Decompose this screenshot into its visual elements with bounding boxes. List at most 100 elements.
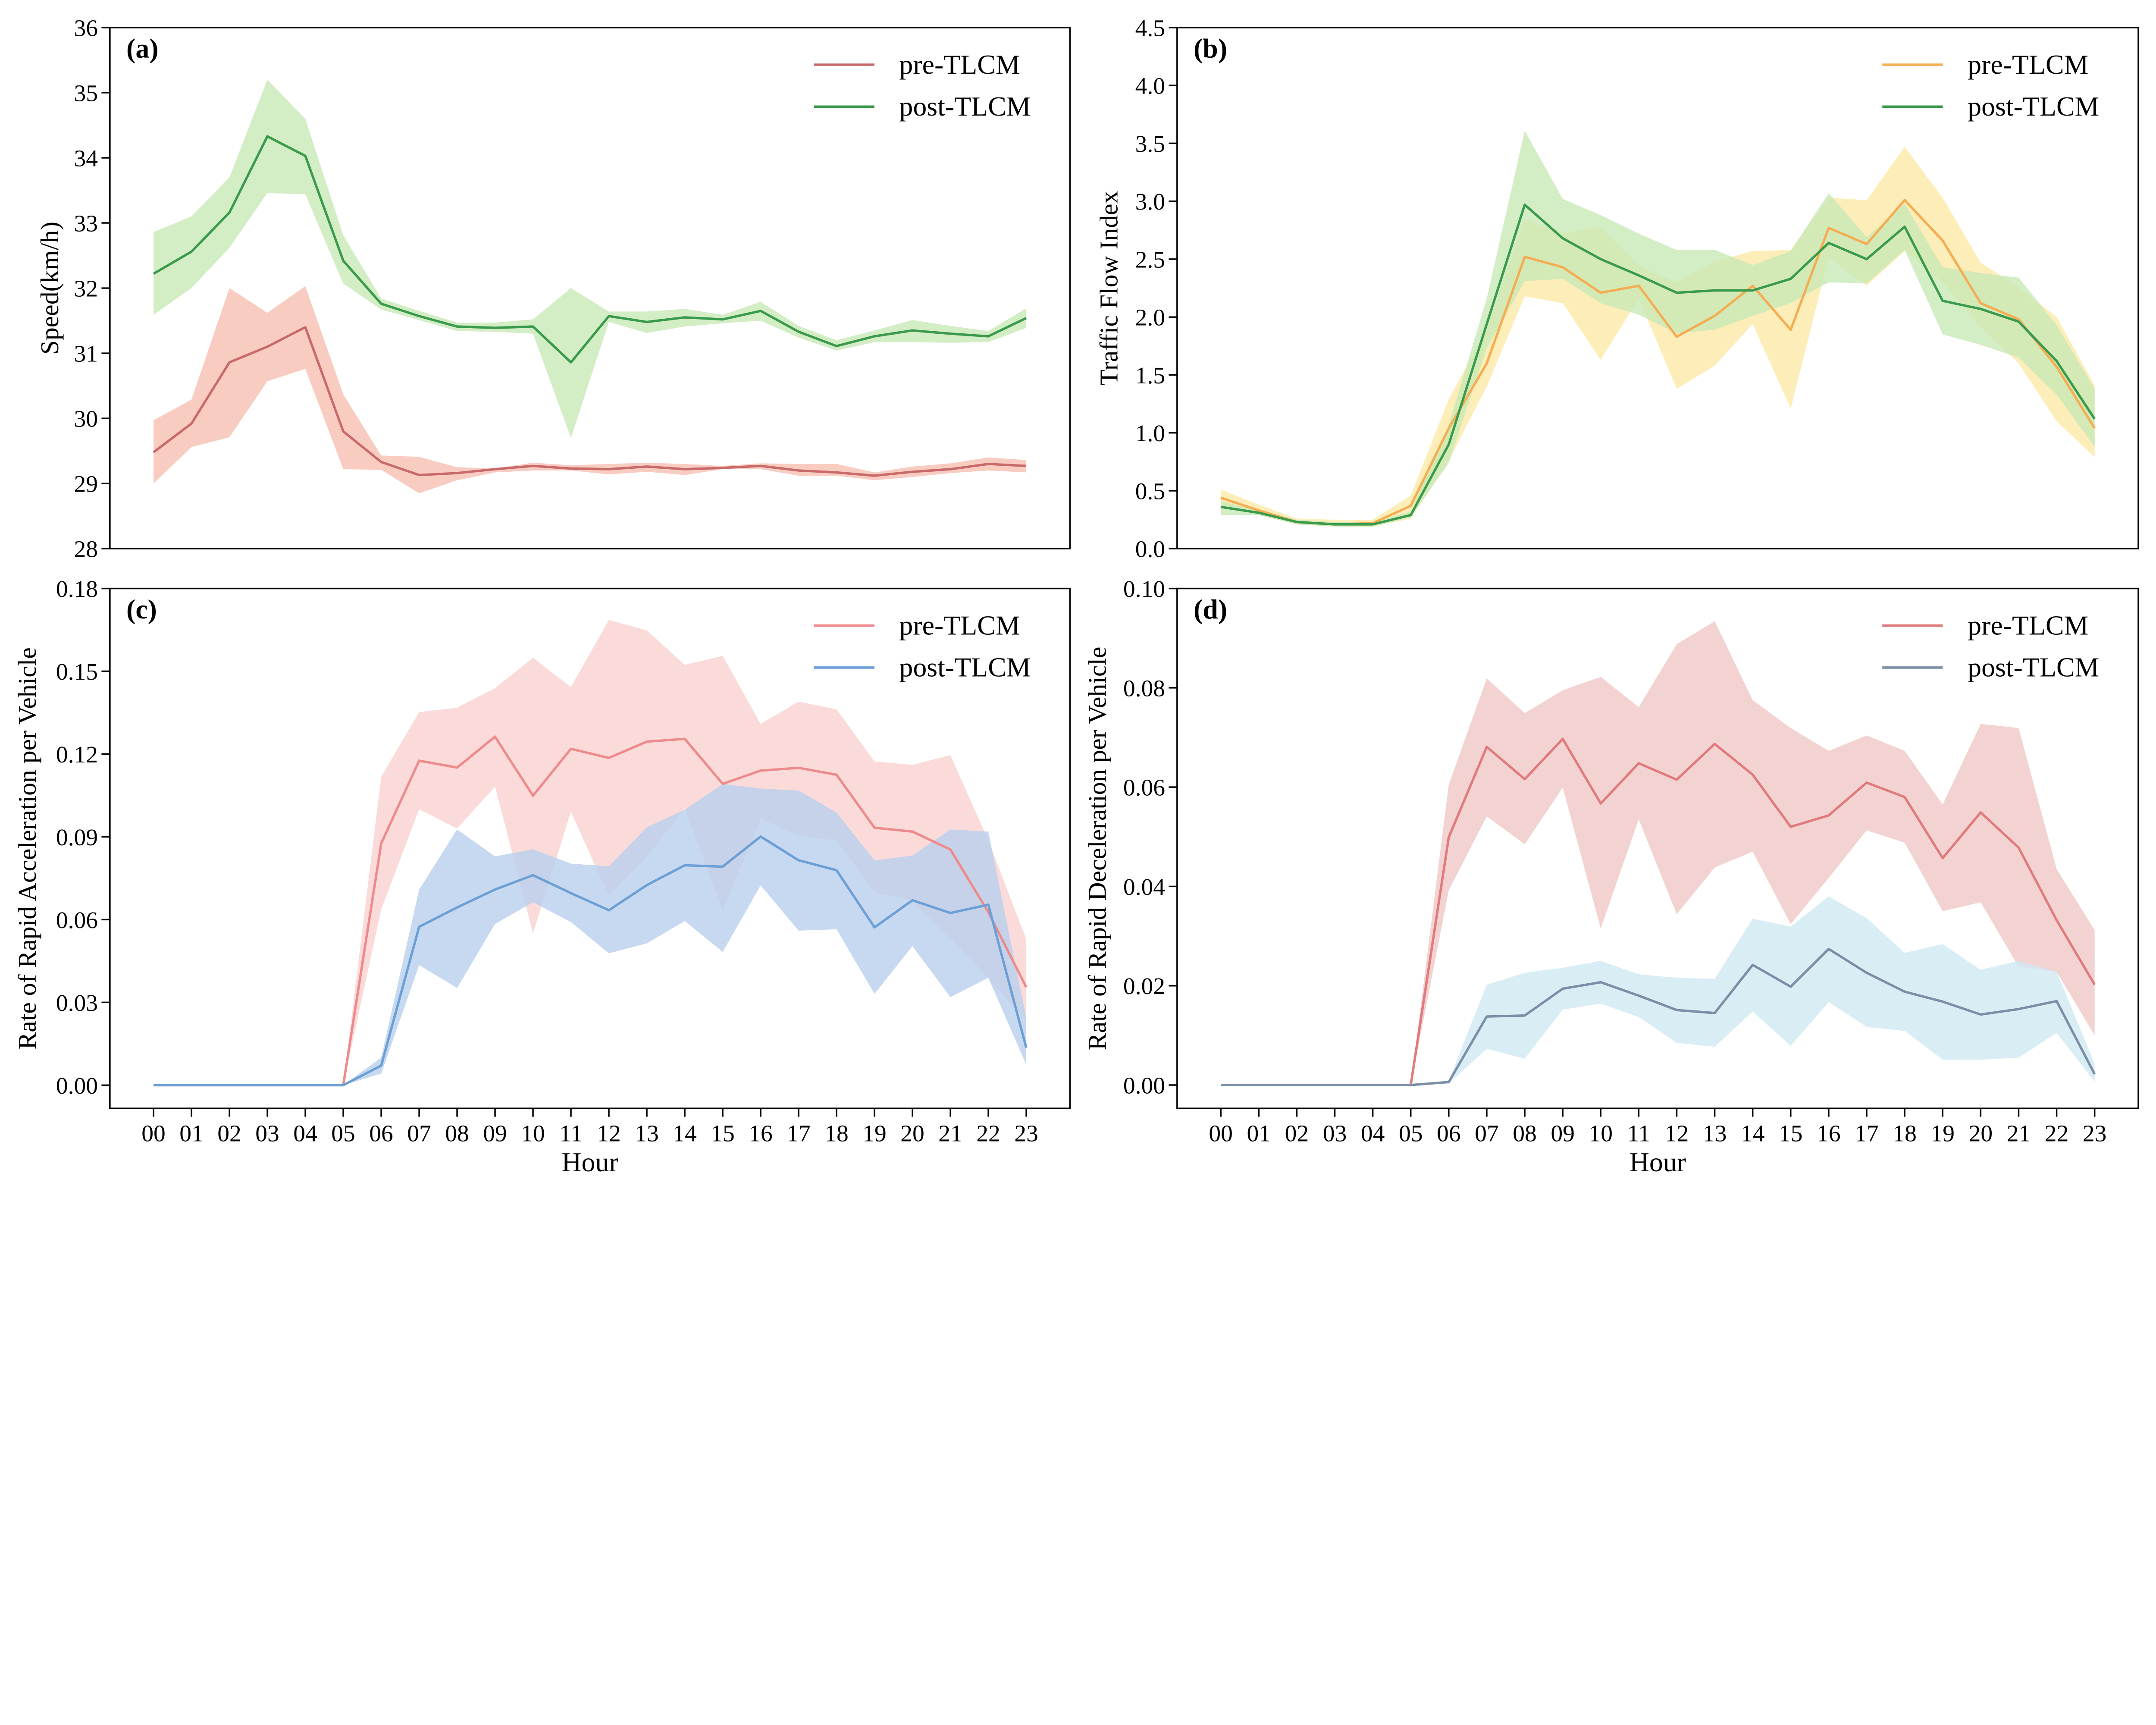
y-tick-label: 29 bbox=[74, 471, 98, 498]
y-axis-label: Speed(km/h) bbox=[35, 222, 64, 354]
x-tick-label: 16 bbox=[749, 1120, 773, 1147]
x-tick-label: 14 bbox=[673, 1120, 697, 1147]
x-tick-label: 18 bbox=[1893, 1120, 1917, 1147]
y-tick-label: 35 bbox=[74, 80, 98, 107]
panel-c: 0.00 0.03 0.06 0.09 0.12 0.15 0.18 00 01 02 03 04 05… bbox=[13, 576, 1071, 1177]
x-tick-label: 03 bbox=[255, 1120, 279, 1147]
x-tick-label: 08 bbox=[1513, 1120, 1537, 1147]
x-tick-label: 11 bbox=[559, 1120, 583, 1147]
y-tick-label: 0.0 bbox=[1135, 536, 1165, 563]
x-tick-label: 00 bbox=[1209, 1120, 1233, 1147]
panel-label: (b) bbox=[1194, 33, 1227, 63]
y-tick-label: 0.15 bbox=[56, 659, 98, 685]
y-tick-label: 0.00 bbox=[56, 1073, 98, 1099]
y-tick-label: 0.04 bbox=[1123, 874, 1165, 900]
x-tick-label: 23 bbox=[1014, 1120, 1038, 1147]
confidence-band-post-TLCM bbox=[154, 784, 1027, 1085]
axes-frame bbox=[1176, 587, 2139, 1109]
legend-label: pre-TLCM bbox=[1968, 49, 2088, 80]
x-tick-label: 00 bbox=[141, 1120, 166, 1147]
x-tick-label: 15 bbox=[1779, 1120, 1803, 1147]
x-tick-label: 05 bbox=[331, 1120, 355, 1147]
y-axis-label: Rate of Rapid Deceleration per Vehicle bbox=[1083, 646, 1111, 1050]
y-tick-label: 0.5 bbox=[1135, 478, 1165, 505]
x-tick-label: 05 bbox=[1399, 1120, 1423, 1147]
x-tick-label: 17 bbox=[1855, 1120, 1879, 1147]
y-tick-label: 31 bbox=[74, 341, 98, 367]
x-tick-label: 19 bbox=[862, 1120, 887, 1147]
y-tick-label: 32 bbox=[74, 275, 98, 302]
series-line-post-TLCM bbox=[153, 135, 1027, 364]
y-tick-label: 4.5 bbox=[1135, 15, 1165, 41]
x-tick-label: 01 bbox=[1247, 1120, 1271, 1147]
series-line-post-TLCM bbox=[1221, 947, 2096, 1086]
axes-frame bbox=[109, 587, 1071, 1109]
y-tick-label: 0.12 bbox=[56, 741, 98, 768]
panel-d: 0.00 0.02 0.04 0.06 0.08 0.10 00 01 02 03 04 05 06 07… bbox=[1083, 576, 2139, 1177]
legend-label: post-TLCM bbox=[1968, 652, 2099, 683]
axes-frame bbox=[1176, 27, 2139, 549]
x-tick-label: 03 bbox=[1323, 1120, 1347, 1147]
y-tick-label: 1.0 bbox=[1135, 420, 1165, 447]
x-tick-label: 02 bbox=[1285, 1120, 1309, 1147]
x-tick-label: 13 bbox=[1703, 1120, 1727, 1147]
y-axis-label: Rate of Rapid Acceleration per Vehicle bbox=[13, 647, 41, 1049]
legend-label: post-TLCM bbox=[1968, 91, 2099, 122]
series-line-pre-TLCM bbox=[153, 326, 1027, 477]
y-tick-label: 28 bbox=[74, 536, 98, 563]
x-tick-label: 10 bbox=[521, 1120, 545, 1147]
x-tick-label: 02 bbox=[217, 1120, 241, 1147]
figure: 28 29 30 31 32 33 34 35 36 Speed(km/h) (a) pre-TLCM… bbox=[13, 15, 2139, 1177]
x-tick-label: 22 bbox=[976, 1120, 1000, 1147]
x-tick-label: 10 bbox=[1589, 1120, 1613, 1147]
legend-label: post-TLCM bbox=[899, 652, 1031, 683]
x-tick-label: 15 bbox=[711, 1120, 735, 1147]
y-tick-label: 3.0 bbox=[1135, 188, 1165, 215]
legend-label: post-TLCM bbox=[899, 91, 1031, 122]
y-tick-label: 0.08 bbox=[1123, 675, 1165, 702]
y-tick-label: 0.06 bbox=[1123, 775, 1165, 801]
confidence-band-post-TLCM bbox=[154, 79, 1027, 438]
panel-a: 28 29 30 31 32 33 34 35 36 Speed(km/h) (a) pre-TLCM… bbox=[35, 15, 1071, 563]
x-axis-label: Hour bbox=[561, 1147, 618, 1177]
y-tick-label: 36 bbox=[74, 15, 98, 41]
y-tick-label: 0.18 bbox=[56, 576, 98, 602]
x-tick-label: 04 bbox=[293, 1120, 317, 1147]
x-tick-label: 21 bbox=[938, 1120, 962, 1147]
y-tick-label: 1.5 bbox=[1135, 362, 1165, 389]
x-tick-label: 12 bbox=[1665, 1120, 1689, 1147]
x-tick-label: 11 bbox=[1627, 1120, 1651, 1147]
confidence-band-post-TLCM bbox=[1221, 130, 2095, 527]
legend-label: pre-TLCM bbox=[1968, 610, 2088, 641]
x-tick-label: 20 bbox=[1969, 1120, 1993, 1147]
confidence-band-pre-TLCM bbox=[154, 286, 1027, 493]
y-tick-label: 2.5 bbox=[1135, 246, 1165, 273]
x-tick-label: 01 bbox=[179, 1120, 204, 1147]
x-tick-label: 16 bbox=[1817, 1120, 1841, 1147]
x-tick-label: 08 bbox=[445, 1120, 469, 1147]
y-tick-label: 33 bbox=[74, 210, 98, 237]
x-axis-label: Hour bbox=[1630, 1147, 1686, 1177]
x-tick-label: 13 bbox=[635, 1120, 659, 1147]
y-axis-label: Traffic Flow Index bbox=[1094, 191, 1123, 385]
x-tick-label: 09 bbox=[1551, 1120, 1575, 1147]
y-tick-label: 0.06 bbox=[56, 907, 98, 934]
y-tick-label: 30 bbox=[74, 406, 98, 433]
x-tick-label: 14 bbox=[1741, 1120, 1765, 1147]
x-tick-label: 23 bbox=[2083, 1120, 2107, 1147]
x-tick-label: 07 bbox=[1475, 1120, 1499, 1147]
legend-label: pre-TLCM bbox=[899, 610, 1020, 641]
y-tick-label: 2.0 bbox=[1135, 304, 1165, 331]
panel-label: (d) bbox=[1194, 594, 1227, 624]
y-tick-label: 0.03 bbox=[56, 990, 98, 1016]
panel-label: (a) bbox=[126, 33, 158, 63]
x-tick-label: 06 bbox=[369, 1120, 393, 1147]
confidence-band-pre-TLCM bbox=[154, 620, 1027, 1085]
confidence-band-pre-TLCM bbox=[1221, 621, 2095, 1085]
y-tick-label: 3.5 bbox=[1135, 131, 1165, 157]
x-tick-label: 19 bbox=[1930, 1120, 1955, 1147]
x-tick-label: 17 bbox=[787, 1120, 811, 1147]
x-tick-label: 09 bbox=[483, 1120, 507, 1147]
x-tick-label: 04 bbox=[1361, 1120, 1385, 1147]
y-tick-label: 0.10 bbox=[1123, 576, 1165, 602]
